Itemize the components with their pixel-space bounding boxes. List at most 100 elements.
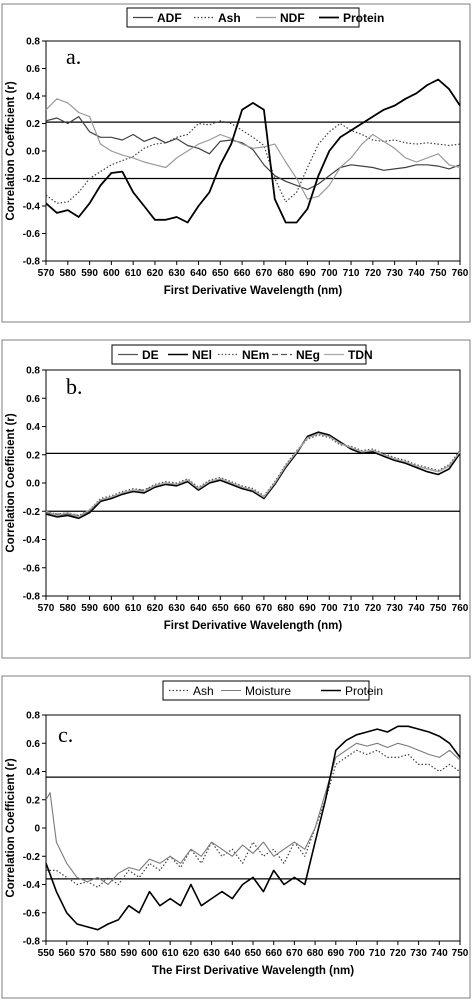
x-tick-label: 620	[183, 948, 200, 959]
x-tick-label: 640	[190, 268, 207, 279]
series-line	[45, 78, 461, 224]
series-line	[45, 98, 461, 200]
y-tick-label: 0.4	[26, 422, 40, 433]
legend-box	[126, 7, 360, 28]
y-tick-label: 0.0	[26, 479, 40, 490]
x-tick-label: 630	[168, 268, 185, 279]
y-tick-label: 0	[34, 824, 40, 835]
y-tick-label: 0.6	[26, 739, 40, 750]
legend-label: DE	[142, 348, 159, 362]
x-tick-label: 660	[265, 948, 282, 959]
y-tick-label: 0.4	[26, 92, 40, 103]
x-tick-label: 720	[364, 603, 381, 614]
x-tick-label: 590	[81, 603, 98, 614]
x-tick-label: 760	[452, 268, 469, 279]
y-tick-label: 0.2	[26, 450, 40, 461]
x-tick-label: 660	[234, 603, 251, 614]
y-tick-label: -0.8	[23, 937, 41, 948]
series-line	[45, 725, 461, 931]
x-tick-label: 690	[299, 268, 316, 279]
x-tick-label: 620	[147, 603, 164, 614]
series-line	[45, 116, 461, 191]
x-tick-label: 610	[162, 948, 179, 959]
x-tick-label: 630	[203, 948, 220, 959]
x-tick-label: 680	[307, 948, 324, 959]
y-tick-label: -0.6	[23, 229, 41, 240]
x-tick-label: 720	[364, 268, 381, 279]
panel-label: b.	[66, 374, 83, 399]
y-axis-title: Correlation Coefficient (r)	[5, 413, 17, 552]
plot-area	[45, 369, 461, 597]
y-tick-label: -0.8	[23, 257, 41, 268]
legend-box	[111, 344, 367, 365]
panel-label: c.	[58, 722, 73, 747]
y-tick-label: 0.6	[26, 64, 40, 75]
x-tick-label: 710	[369, 948, 386, 959]
x-tick-label: 690	[327, 948, 344, 959]
x-tick-label: 750	[452, 948, 469, 959]
x-tick-label: 610	[125, 603, 142, 614]
series-line	[45, 433, 461, 518]
x-tick-label: 610	[125, 268, 142, 279]
x-tick-label: 710	[343, 268, 360, 279]
y-tick-label: 0.0	[26, 147, 40, 158]
y-tick-label: 0.4	[26, 767, 40, 778]
x-tick-label: 580	[59, 268, 76, 279]
y-tick-label: -0.6	[23, 908, 41, 919]
legend-label: NEg	[296, 348, 320, 362]
x-tick-label: 550	[38, 948, 55, 959]
legend-label: NEm	[242, 348, 269, 362]
series-line	[45, 434, 461, 517]
panel-label: a.	[66, 44, 81, 69]
x-tick-label: 640	[190, 603, 207, 614]
y-tick-label: 0.8	[26, 711, 40, 722]
x-tick-label: 580	[59, 603, 76, 614]
x-tick-label: 560	[58, 948, 75, 959]
x-axis-title: First Derivative Wavelength (nm)	[164, 620, 343, 632]
x-tick-label: 740	[408, 603, 425, 614]
legend-label: NDF	[280, 11, 305, 25]
x-tick-label: 580	[100, 948, 117, 959]
y-tick-label: 0.8	[26, 366, 40, 377]
y-tick-label: -0.2	[23, 174, 41, 185]
x-tick-label: 650	[245, 948, 262, 959]
x-tick-label: 640	[224, 948, 241, 959]
y-tick-label: 0.6	[26, 394, 40, 405]
y-tick-label: -0.4	[23, 535, 41, 546]
x-tick-label: 700	[321, 603, 338, 614]
y-tick-label: 0.2	[26, 119, 40, 130]
legend-label: TDN	[348, 348, 373, 362]
x-tick-label: 600	[103, 268, 120, 279]
y-tick-label: -0.2	[23, 507, 41, 518]
y-tick-label: -0.2	[23, 852, 41, 863]
x-tick-label: 570	[38, 603, 55, 614]
x-tick-label: 730	[386, 603, 403, 614]
legend-label: ADF	[157, 11, 182, 25]
series-line	[45, 742, 461, 886]
y-tick-label: -0.8	[23, 592, 41, 603]
y-tick-label: -0.4	[23, 880, 41, 891]
legend-label: Protein	[345, 684, 383, 698]
series-line	[45, 431, 461, 520]
legend-label: Moisture	[245, 684, 291, 698]
legend-label: Ash	[218, 11, 241, 25]
x-tick-label: 680	[277, 268, 294, 279]
y-tick-label: 0.8	[26, 37, 40, 48]
x-tick-label: 600	[103, 603, 120, 614]
x-tick-label: 720	[390, 948, 407, 959]
plot-area	[45, 40, 461, 262]
y-tick-label: -0.4	[23, 202, 41, 213]
legend: Ash Moisture Protein	[162, 680, 383, 701]
x-tick-label: 630	[168, 603, 185, 614]
x-tick-label: 750	[430, 603, 447, 614]
legend-label: Ash	[193, 684, 214, 698]
y-axis-title: Correlation Coefficient (r)	[5, 758, 17, 897]
y-axis-title: Correlation Coefficient (r)	[5, 81, 17, 220]
x-tick-label: 740	[408, 268, 425, 279]
legend-box	[162, 680, 370, 701]
x-tick-label: 760	[452, 603, 469, 614]
x-tick-label: 590	[81, 268, 98, 279]
